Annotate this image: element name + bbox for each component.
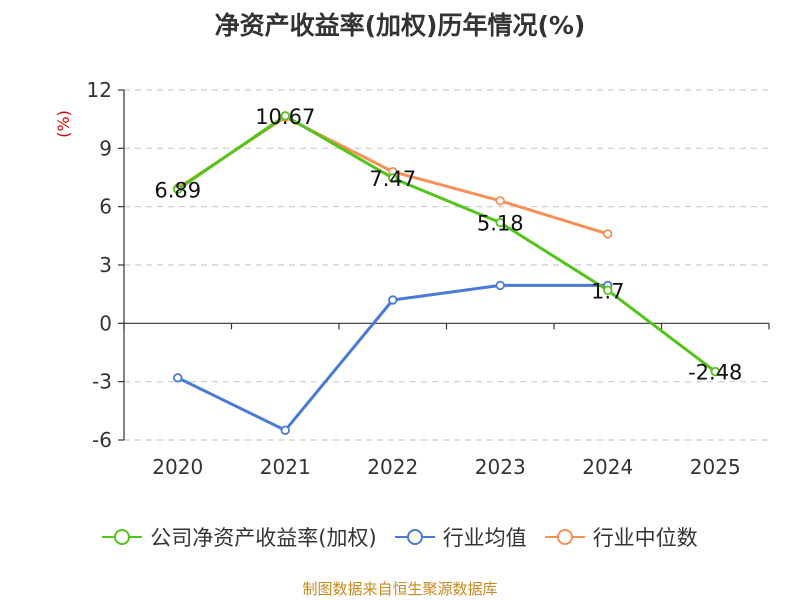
- legend-marker-icon: [102, 529, 143, 545]
- y-tick-label: 12: [87, 78, 112, 102]
- x-tick-label: 2025: [690, 455, 741, 479]
- legend-marker-icon: [544, 529, 585, 545]
- legend-item-company-roe[interactable]: 公司净资产收益率(加权): [102, 522, 377, 552]
- y-tick-label: 6: [99, 195, 112, 219]
- y-tick-label: 0: [99, 311, 112, 335]
- data-label: -2.48: [688, 361, 742, 385]
- x-tick-label: 2021: [260, 455, 311, 479]
- grid-lines: [124, 89, 769, 441]
- x-tick-label: 2024: [582, 455, 633, 479]
- x-tick-label: 2020: [152, 455, 203, 479]
- y-tick-label: 9: [99, 136, 112, 160]
- series-line: [177, 283, 608, 432]
- legend: 公司净资产收益率(加权) 行业均值 行业中位数: [0, 520, 800, 554]
- data-label: 10.67: [255, 105, 315, 129]
- data-point[interactable]: [280, 425, 290, 435]
- chart-title: 净资产收益率(加权)历年情况(%): [214, 11, 586, 40]
- data-label: 1.7: [591, 279, 624, 303]
- x-tick-label: 2023: [475, 455, 526, 479]
- data-point[interactable]: [603, 285, 613, 295]
- data-point[interactable]: [388, 173, 398, 183]
- legend-label: 行业中位数: [592, 526, 698, 550]
- legend-label: 公司净资产收益率(加权): [150, 526, 377, 550]
- legend-marker-icon: [394, 529, 435, 545]
- data-label: 5.18: [477, 212, 524, 236]
- data-point[interactable]: [280, 111, 290, 121]
- data-point[interactable]: [495, 196, 505, 206]
- data-point[interactable]: [710, 366, 720, 377]
- series-line: [176, 114, 717, 373]
- legend-item-industry-mean[interactable]: 行业均值: [394, 522, 527, 552]
- data-point[interactable]: [173, 184, 183, 195]
- y-tick-label: -6: [92, 428, 112, 452]
- data-label: 7.47: [369, 167, 416, 191]
- data-point[interactable]: [603, 229, 613, 239]
- x-tick-label: 2022: [367, 455, 418, 479]
- legend-item-industry-median[interactable]: 行业中位数: [544, 522, 698, 552]
- data-label: 6.89: [154, 178, 201, 202]
- data-source-note: 制图数据来自恒生聚源数据库: [302, 580, 498, 598]
- y-tick-label: 3: [99, 253, 112, 277]
- y-tick-label: -3: [92, 370, 112, 394]
- data-point[interactable]: [173, 373, 183, 383]
- data-labels: 6.89 10.67 7.47 5.18 1.7 -2.48: [154, 105, 742, 385]
- data-point[interactable]: [388, 295, 398, 305]
- legend-label: 行业均值: [442, 526, 527, 550]
- data-point[interactable]: [495, 280, 505, 291]
- axes: 12 9 6 3 0 -3 -6 2020 2021 2022 2023 2024 2025: [87, 78, 770, 479]
- data-point[interactable]: [495, 217, 505, 228]
- series-points: [173, 111, 720, 435]
- series-lines: [176, 114, 717, 432]
